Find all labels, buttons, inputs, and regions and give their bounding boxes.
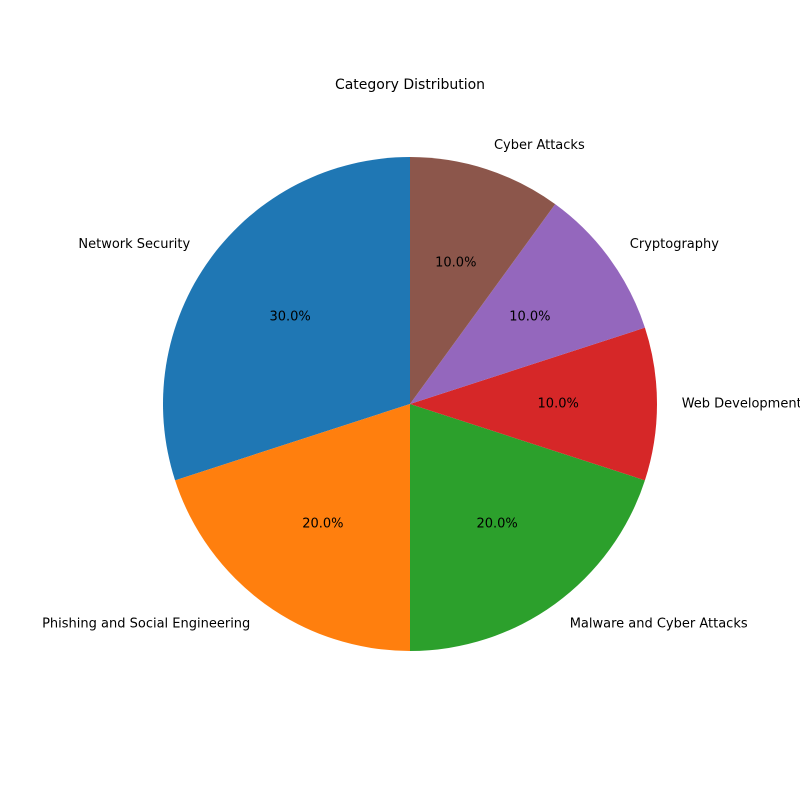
percent-labels: 30.0% 20.0% 20.0% 10.0% 10.0% 10.0% [269,256,578,532]
pie-slice-web-development [410,327,657,481]
category-label-cryptography: Cryptography [630,237,719,252]
pie-slices [163,157,657,651]
category-label-phishing-and-social-engineering: Phishing and Social Engineering [42,616,250,631]
percent-label-cryptography: 10.0% [509,309,550,324]
chart-title: Category Distribution [335,77,485,93]
category-label-malware-and-cyber-attacks: Malware and Cyber Attacks [570,616,748,631]
pie-slice-network-security [163,157,410,481]
category-label-web-development: Web Development [682,397,800,412]
percent-label-web-development: 10.0% [538,397,579,412]
percent-label-malware-and-cyber-attacks: 20.0% [476,516,517,531]
percent-label-network-security: 30.0% [269,309,310,324]
pie-slice-cyber-attacks [410,157,556,404]
category-labels: Network Security Phishing and Social Engi… [42,138,800,631]
category-label-network-security: Network Security [78,237,190,252]
pie-slice-cryptography [410,204,645,404]
category-label-cyber-attacks: Cyber Attacks [494,138,585,153]
pie-slice-malware-and-cyber-attacks [410,404,645,651]
percent-label-cyber-attacks: 10.0% [435,256,476,271]
pie-slice-phishing-and-social-engineering [175,404,410,651]
percent-label-phishing-and-social-engineering: 20.0% [302,516,343,531]
